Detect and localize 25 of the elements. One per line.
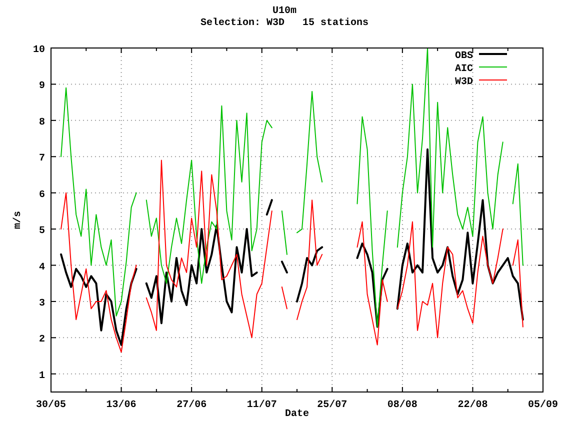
legend-label: OBS: [454, 51, 473, 62]
y-tick-label: 7: [38, 154, 45, 165]
y-tick-label: 9: [38, 81, 45, 92]
y-tick-label: 8: [38, 117, 45, 128]
y-tick-label: 4: [38, 262, 45, 274]
legend-label: AIC: [454, 64, 473, 75]
x-tick-label: 08/08: [387, 399, 418, 411]
y-tick-label: 3: [38, 298, 45, 310]
y-tick-label: 5: [38, 226, 45, 238]
x-tick-label: 11/07: [246, 399, 277, 411]
legend-label: W3D: [454, 77, 473, 88]
chart-subtitle: Selection: W3D 15 stations: [200, 17, 369, 29]
chart-title: U10m: [272, 6, 297, 17]
x-axis-title: Date: [284, 409, 310, 420]
x-tick-label: 25/07: [317, 399, 348, 411]
y-tick-label: 6: [38, 190, 45, 201]
x-tick-label: 27/06: [176, 399, 207, 411]
y-tick-label: 2: [38, 334, 45, 346]
y-axis-title: m/s: [12, 210, 24, 230]
x-tick-label: 30/05: [36, 399, 66, 411]
x-tick-label: 13/06: [106, 399, 136, 411]
y-tick-label: 1: [38, 370, 45, 382]
x-tick-label: 05/09: [528, 399, 558, 411]
x-tick-label: 22/08: [458, 399, 488, 411]
y-tick-label: 10: [32, 45, 45, 56]
